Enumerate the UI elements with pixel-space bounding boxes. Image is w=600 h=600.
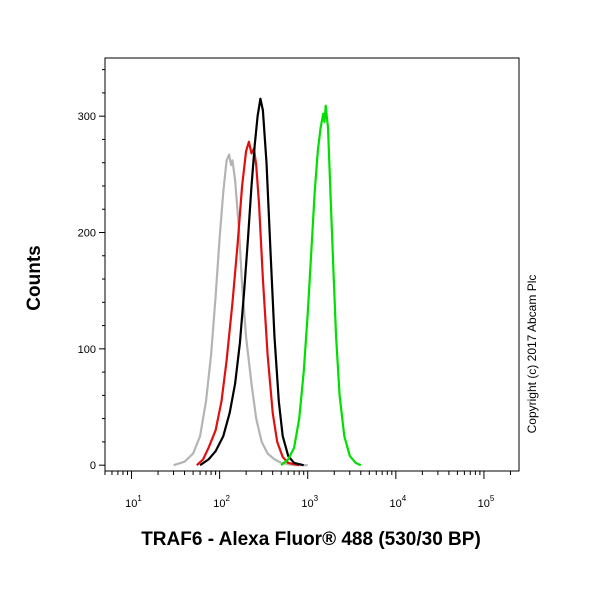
x-axis: 101 102 103 104 105 <box>104 471 511 510</box>
x-axis-title: TRAF6 - Alexa Fluor® 488 (530/30 BP) <box>141 529 481 550</box>
y-tick-label: 0 <box>90 460 96 472</box>
y-axis-title: Counts <box>24 245 45 310</box>
y-axis: 0 100 200 300 <box>78 69 105 472</box>
histogram-line-3 <box>199 97 304 467</box>
histogram-line-4 <box>280 104 362 467</box>
histogram-line-2 <box>196 140 300 467</box>
x-tick-label: 102 <box>213 494 230 510</box>
y-tick-label: 300 <box>78 111 96 123</box>
x-tick-label: 104 <box>389 494 406 510</box>
copyright-notice: Copyright (c) 2017 Abcam Plc <box>525 275 539 434</box>
x-tick-label: 105 <box>478 494 495 510</box>
x-tick-label: 103 <box>301 494 318 510</box>
histogram-line-1 <box>173 153 308 467</box>
y-tick-label: 200 <box>78 228 96 240</box>
y-tick-label: 100 <box>78 344 96 356</box>
x-tick-label: 101 <box>125 494 142 510</box>
plot-area <box>104 57 520 472</box>
plot-frame <box>104 57 520 472</box>
